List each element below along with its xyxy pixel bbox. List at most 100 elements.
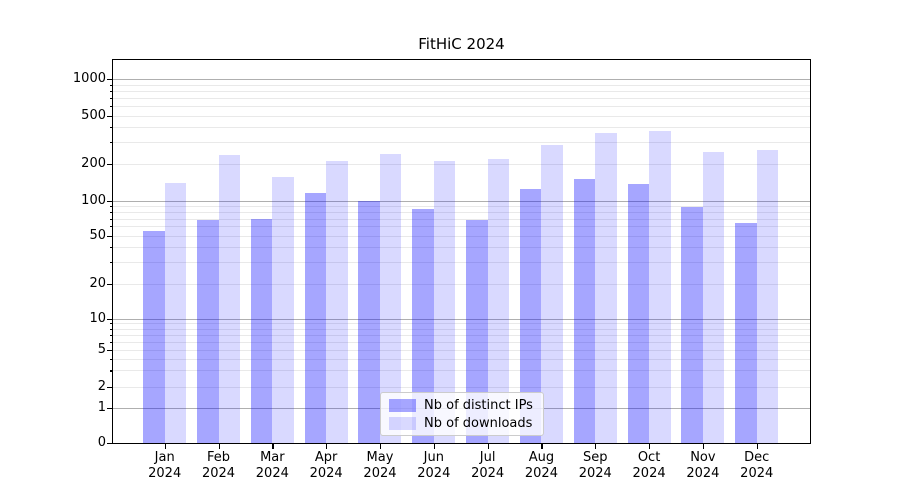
y-minor-tick <box>110 142 113 144</box>
bar-distinct-ips <box>519 188 542 443</box>
x-tick-label-year: 2024 <box>740 466 774 481</box>
legend-swatch-downloads <box>389 416 416 430</box>
y-tick <box>107 318 113 320</box>
x-tick-label-year: 2024 <box>255 466 289 481</box>
gridline-minor <box>113 262 810 264</box>
x-tick <box>756 444 758 449</box>
y-minor-tick <box>110 84 113 86</box>
x-tick-label-month: Apr <box>314 450 338 465</box>
y-tick-label: 500 <box>81 107 106 123</box>
gridline-minor <box>113 247 810 249</box>
gridline-minor <box>113 84 810 86</box>
y-tick-label: 200 <box>81 155 106 171</box>
y-minor-tick <box>110 218 113 220</box>
y-minor-tick <box>110 97 113 99</box>
bar-downloads <box>702 151 725 443</box>
x-tick-label-year: 2024 <box>686 466 720 481</box>
bar-downloads <box>326 160 348 443</box>
y-minor-tick <box>110 211 113 213</box>
gridline-minor <box>113 218 810 220</box>
gridline-minor <box>113 226 810 228</box>
x-tick <box>595 444 597 449</box>
y-minor-tick <box>110 205 113 207</box>
legend-item-distinct-ips: Nb of distinct IPs <box>389 398 535 413</box>
gridline-minor <box>113 323 810 325</box>
y-minor-tick <box>110 358 113 361</box>
legend-label-distinct-ips: Nb of distinct IPs <box>424 397 533 413</box>
gridline-major <box>113 318 810 320</box>
bar-distinct-ips <box>627 183 650 443</box>
gridline-minor <box>113 127 810 129</box>
gridline-minor <box>113 283 810 285</box>
bar-downloads <box>541 144 563 443</box>
gridline-major <box>113 200 810 202</box>
x-tick-label-year: 2024 <box>632 466 666 481</box>
y-minor-tick <box>110 386 113 388</box>
gridline-minor <box>113 211 810 213</box>
y-tick-label: 5 <box>97 342 106 357</box>
x-tick <box>272 444 274 449</box>
x-tick-label-month: Aug <box>528 450 555 465</box>
x-tick-label-month: Oct <box>637 450 661 465</box>
y-tick-label: 50 <box>89 227 106 243</box>
bar-downloads <box>595 132 617 443</box>
x-tick-label: Apr 2024 <box>310 450 343 482</box>
x-tick-label-month: May <box>366 450 394 465</box>
gridline-minor <box>113 163 810 165</box>
y-tick-label: 20 <box>89 275 106 291</box>
x-tick-label: Nov 2024 <box>686 450 719 482</box>
bar-downloads <box>433 160 456 443</box>
x-tick-label: Jul 2024 <box>471 450 504 482</box>
bar-downloads <box>272 177 294 443</box>
y-minor-tick <box>110 370 113 372</box>
x-tick-label-year: 2024 <box>363 466 397 481</box>
bar-downloads <box>218 155 241 443</box>
bar-downloads <box>379 153 402 443</box>
gridline-minor <box>113 142 810 144</box>
y-minor-tick <box>110 283 113 285</box>
y-minor-tick <box>110 127 113 129</box>
y-tick-label: 1000 <box>72 71 106 86</box>
y-minor-tick <box>110 334 113 336</box>
x-tick-label-month: Mar <box>260 450 285 465</box>
x-tick-label: Jun 2024 <box>417 450 450 482</box>
x-tick-label-year: 2024 <box>201 466 236 481</box>
x-tick-label-month: Jul <box>479 450 496 465</box>
y-minor-tick <box>110 341 113 343</box>
gridline-minor <box>113 386 810 388</box>
bar-downloads <box>164 182 187 443</box>
x-tick-label-month: Jan <box>154 450 175 465</box>
plot-area: Nb of distinct IPs Nb of downloads <box>112 59 811 444</box>
x-tick-label-month: Dec <box>744 450 770 465</box>
bar-downloads <box>487 158 510 443</box>
y-tick-label: 100 <box>81 192 106 208</box>
x-tick <box>218 444 220 449</box>
y-minor-tick <box>110 323 113 325</box>
gridline-minor <box>113 328 810 330</box>
bar-downloads <box>649 130 671 443</box>
x-tick <box>379 444 382 449</box>
gridline-major <box>113 79 810 80</box>
bar-distinct-ips <box>735 223 757 443</box>
x-tick-label-month: Sep <box>582 450 608 465</box>
gridline-minor <box>113 358 810 360</box>
legend: Nb of distinct IPs Nb of downloads <box>380 392 544 436</box>
x-tick-label: Oct 2024 <box>633 450 666 482</box>
y-minor-tick <box>110 350 113 352</box>
bar-distinct-ips <box>197 219 219 443</box>
y-tick-label: 10 <box>89 310 106 326</box>
gridline-minor <box>113 341 810 343</box>
y-minor-tick <box>110 90 113 92</box>
bar-distinct-ips <box>466 219 488 443</box>
x-tick <box>541 444 543 449</box>
y-tick-label: 2 <box>97 378 106 394</box>
y-tick <box>107 443 113 445</box>
y-minor-tick <box>110 262 113 264</box>
gridline-minor <box>113 370 810 372</box>
gridline-minor <box>113 115 810 117</box>
y-tick-label: 0 <box>97 435 106 450</box>
x-tick <box>702 444 705 449</box>
x-tick-label-year: 2024 <box>417 466 451 481</box>
y-minor-tick <box>110 105 113 108</box>
